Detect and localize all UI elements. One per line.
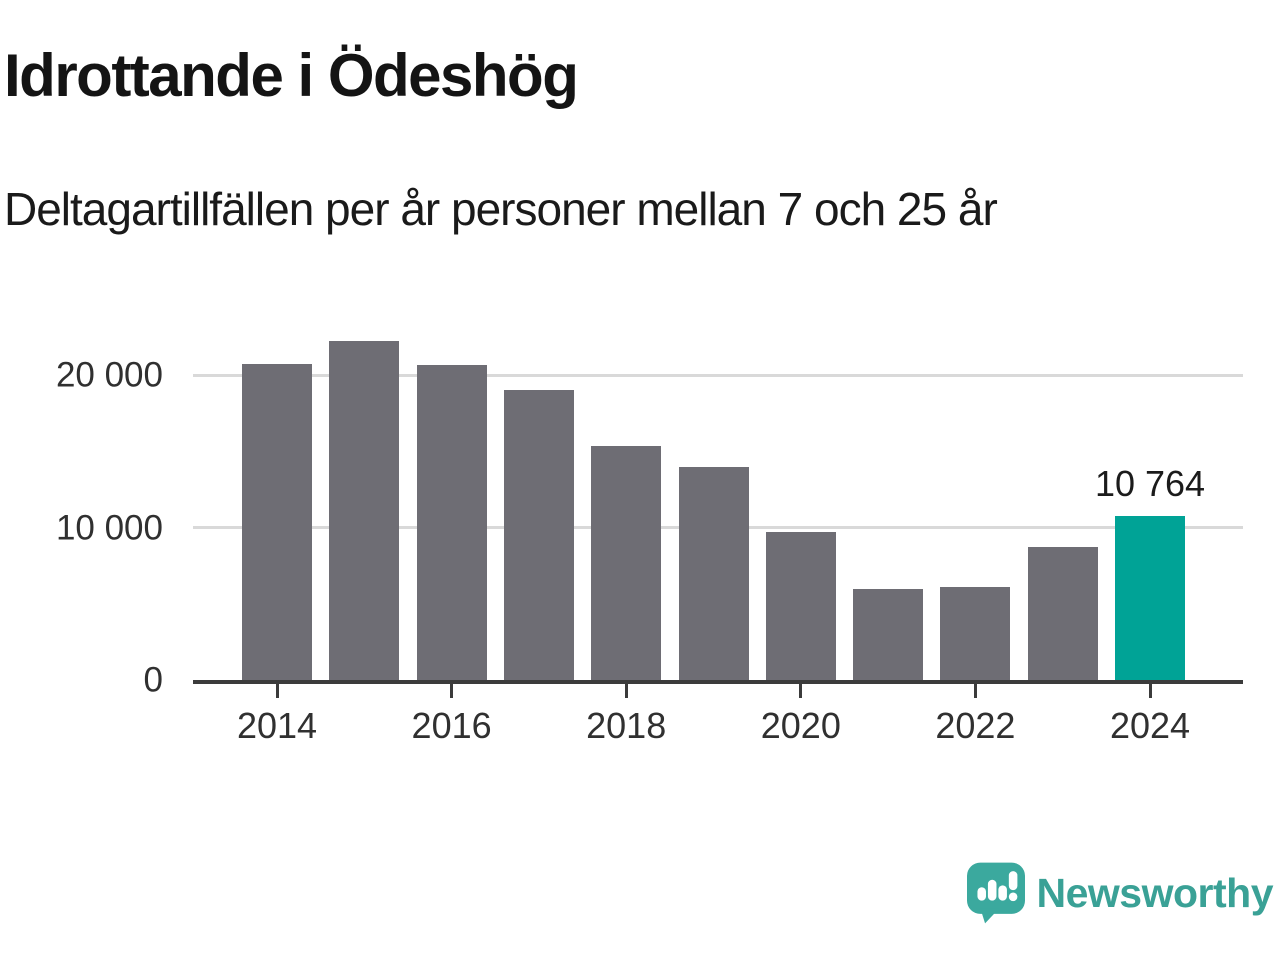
chart-title: Idrottande i Ödeshög xyxy=(4,42,579,109)
x-axis-tick-2024 xyxy=(1148,684,1152,698)
x-axis-label-2018: 2018 xyxy=(586,705,667,746)
plot-area: 0 10 000 20 000 2014 2016 2018 2020 2022 2024 10 … xyxy=(56,330,1243,745)
gridline-20000 xyxy=(193,373,1243,377)
bar-2014 xyxy=(242,364,312,680)
bar-2022 xyxy=(940,586,1011,680)
x-axis-tick-2018 xyxy=(624,684,628,698)
x-axis-label-2014: 2014 xyxy=(236,705,318,746)
x-axis-tick-2022 xyxy=(973,684,977,698)
y-axis-label-10000: 10 000 xyxy=(55,508,163,547)
bar-2018 xyxy=(591,445,662,680)
bar-2024 xyxy=(1115,515,1185,680)
bar-2019 xyxy=(678,466,749,680)
y-axis-label-20000: 20 000 xyxy=(55,355,163,395)
newsworthy-branding: Newsworthy xyxy=(966,862,1274,924)
chart-subtitle: Deltagartillfällen per år personer mella… xyxy=(4,183,998,235)
x-axis-tick-2020 xyxy=(799,684,803,698)
x-axis-tick-2016 xyxy=(450,684,454,698)
bar-2023 xyxy=(1027,547,1098,680)
value-label-2024: 10 764 xyxy=(1094,462,1206,504)
bar-2021 xyxy=(853,588,924,680)
bar-2020 xyxy=(765,532,836,680)
x-axis-label-2022: 2022 xyxy=(935,705,1016,746)
x-axis-line xyxy=(193,680,1243,684)
bar-2017 xyxy=(503,390,574,680)
x-axis-tick-2014 xyxy=(275,684,279,698)
newsworthy-wordmark: Newsworthy xyxy=(1036,869,1274,916)
x-axis-label-2020: 2020 xyxy=(760,705,841,746)
x-axis-label-2016: 2016 xyxy=(411,705,492,746)
bar-2016 xyxy=(416,365,487,680)
newsworthy-logo-icon xyxy=(966,862,1025,924)
y-axis-label-0: 0 xyxy=(143,660,163,700)
x-axis-label-2024: 2024 xyxy=(1109,705,1191,746)
bar-2015 xyxy=(329,341,400,680)
